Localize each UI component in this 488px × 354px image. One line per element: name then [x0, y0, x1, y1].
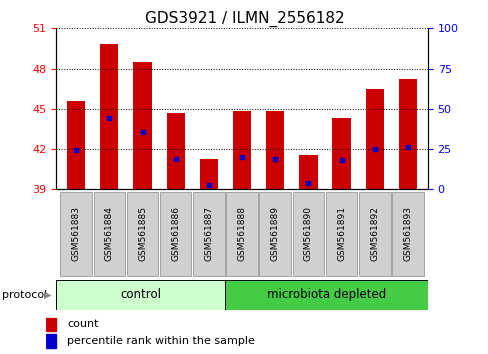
Text: protocol: protocol: [2, 290, 48, 300]
Bar: [100, 45, 118, 189]
Text: GSM561890: GSM561890: [304, 206, 312, 262]
Bar: [365, 89, 383, 189]
Bar: [292, 192, 324, 276]
Text: GSM561893: GSM561893: [403, 206, 411, 262]
Text: control: control: [120, 288, 161, 301]
Bar: [126, 192, 158, 276]
Bar: [56, 280, 225, 310]
Bar: [299, 155, 317, 189]
Text: microbiota depleted: microbiota depleted: [266, 288, 386, 301]
Bar: [391, 192, 423, 276]
Text: GSM561891: GSM561891: [336, 206, 346, 262]
Bar: [265, 111, 284, 189]
Bar: [193, 192, 224, 276]
Text: GDS3921 / ILMN_2556182: GDS3921 / ILMN_2556182: [144, 11, 344, 27]
Bar: [232, 111, 251, 189]
Text: GSM561884: GSM561884: [104, 206, 114, 262]
Bar: [259, 192, 290, 276]
Text: GSM561883: GSM561883: [72, 206, 81, 262]
Bar: [199, 159, 218, 189]
Bar: [160, 192, 191, 276]
Bar: [166, 113, 184, 189]
Text: count: count: [67, 319, 99, 329]
Bar: [332, 118, 350, 189]
Bar: [93, 192, 125, 276]
Bar: [46, 334, 56, 348]
Text: GSM561889: GSM561889: [270, 206, 279, 262]
Text: percentile rank within the sample: percentile rank within the sample: [67, 336, 254, 346]
Text: ▶: ▶: [44, 290, 52, 300]
Bar: [398, 79, 416, 189]
Text: GSM561886: GSM561886: [171, 206, 180, 262]
Bar: [226, 192, 257, 276]
Bar: [46, 318, 56, 331]
Bar: [325, 192, 357, 276]
Bar: [60, 192, 92, 276]
Text: GSM561885: GSM561885: [138, 206, 147, 262]
Bar: [358, 192, 390, 276]
Bar: [225, 280, 427, 310]
Text: GSM561892: GSM561892: [369, 206, 379, 262]
Text: GSM561887: GSM561887: [204, 206, 213, 262]
Bar: [133, 62, 151, 189]
Bar: [67, 101, 85, 189]
Text: GSM561888: GSM561888: [237, 206, 246, 262]
